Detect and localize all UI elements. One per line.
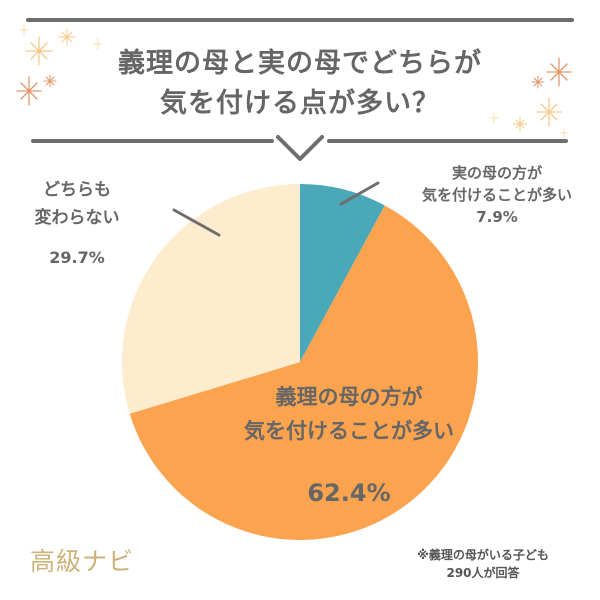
label-percent: 62.4% — [307, 479, 391, 507]
label-percent: 29.7% — [49, 248, 105, 267]
label-text: 変わらない — [34, 208, 120, 228]
label-text: どちらも — [43, 180, 111, 200]
leader-line-teal — [339, 181, 380, 206]
label-text: 実の母の方が — [451, 164, 542, 182]
label-percent: 7.9% — [476, 208, 518, 226]
brand-logo: 高級ナビ — [30, 547, 135, 576]
label-text: 気を付けることが多い — [421, 186, 572, 204]
survey-note: ※義理の母がいる子ども 290人が回答 — [388, 546, 578, 582]
note-text: ※義理の母がいる子ども — [417, 548, 549, 562]
sparkle-icon — [16, 24, 572, 138]
leader-line-cream — [172, 208, 221, 237]
slice-label-orange: 義理の母の方が 気を付けることが多い 62.4% — [214, 380, 484, 510]
pie-slice-cream — [121, 183, 301, 414]
chart-title-line2: 気を付ける点が多い？ — [160, 88, 440, 119]
note-text: 290人が回答 — [446, 566, 520, 580]
pie-slice-teal — [300, 184, 385, 362]
chevron-down-icon — [276, 135, 324, 161]
pie-slice-orange — [129, 205, 478, 541]
slice-label-cream: どちらも 変わらない 29.7% — [22, 176, 132, 272]
label-text: 義理の母の方が — [275, 385, 423, 409]
chart-title-line1: 義理の母と実の母でどちらが — [118, 48, 482, 79]
slice-label-teal: 実の母の方が 気を付けることが多い 7.9% — [412, 162, 582, 228]
label-text: 気を付けることが多い — [244, 419, 454, 443]
